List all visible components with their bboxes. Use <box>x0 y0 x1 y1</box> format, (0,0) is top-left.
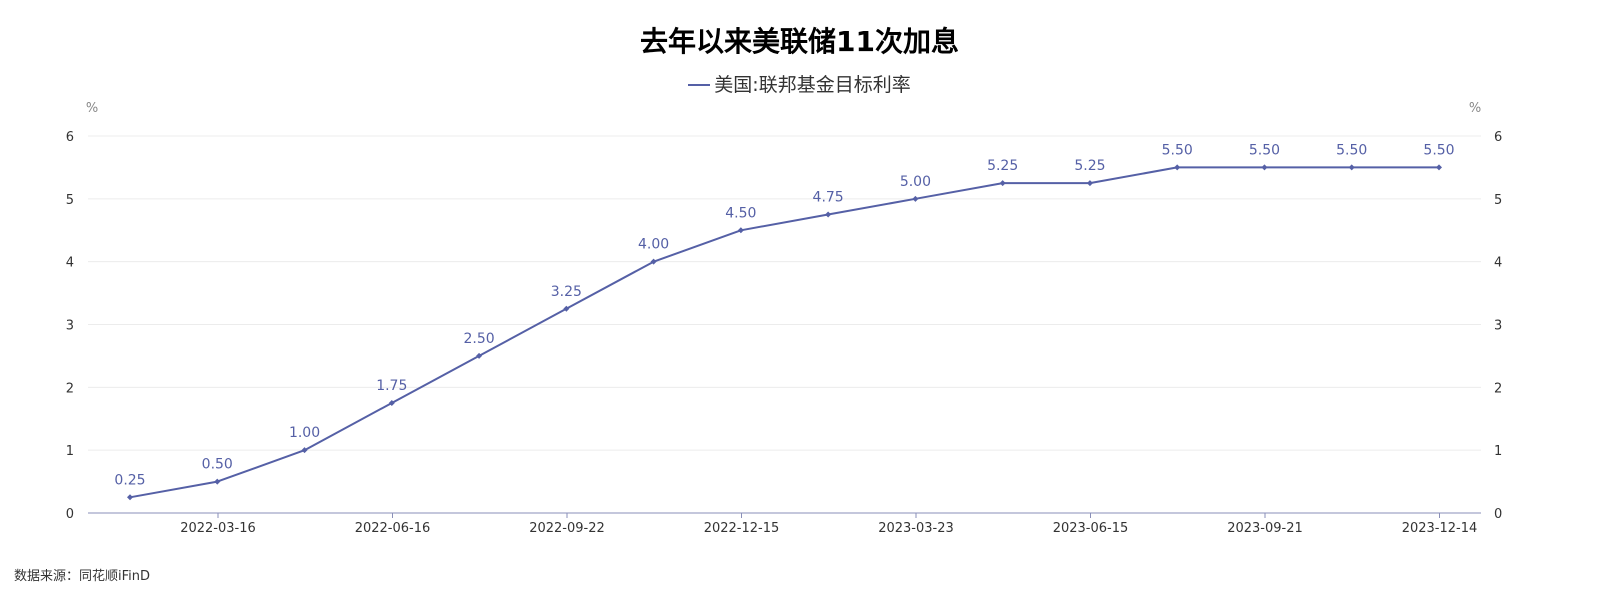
y-unit-right: % <box>1469 101 1481 116</box>
data-point <box>999 180 1006 187</box>
x-tick-label: 2022-06-16 <box>355 521 431 536</box>
data-point <box>388 400 395 407</box>
chart-title: 去年以来美联储11次加息 <box>640 25 959 58</box>
data-label: 0.50 <box>202 457 233 473</box>
data-label: 5.25 <box>987 158 1018 174</box>
y-tick-label-left: 1 <box>66 444 74 459</box>
legend-label: 美国:联邦基金目标利率 <box>714 74 911 96</box>
data-point <box>301 447 308 454</box>
legend: 美国:联邦基金目标利率 <box>0 70 1599 97</box>
legend-swatch <box>688 83 711 86</box>
data-label: 5.25 <box>1074 158 1105 174</box>
data-label: 4.50 <box>725 205 756 221</box>
data-label: 5.50 <box>1162 142 1193 158</box>
x-tick-label: 2023-12-14 <box>1402 521 1478 536</box>
data-label: 2.50 <box>463 331 494 347</box>
data-point <box>737 227 744 234</box>
x-tick-label: 2023-06-15 <box>1053 521 1129 536</box>
y-tick-label-right: 5 <box>1494 193 1502 208</box>
data-label: 5.00 <box>900 174 931 190</box>
x-tick-label: 2023-09-21 <box>1227 521 1303 536</box>
data-point <box>825 211 832 218</box>
data-label: 3.25 <box>551 284 582 300</box>
series-line <box>129 166 1439 499</box>
data-point <box>563 305 570 312</box>
data-label: 5.50 <box>1249 142 1280 158</box>
y-tick-label-left: 2 <box>66 381 74 396</box>
data-point <box>650 258 657 265</box>
y-tick-label-left: 5 <box>66 193 74 208</box>
y-tick-label-left: 6 <box>66 130 74 145</box>
data-point <box>1086 180 1093 187</box>
data-point <box>1174 164 1181 171</box>
y-tick-label-left: 4 <box>66 256 74 271</box>
data-label: 0.25 <box>114 472 145 488</box>
y-tick-label-right: 1 <box>1494 444 1502 459</box>
data-point <box>214 478 221 485</box>
y-tick-label-left: 0 <box>66 507 74 522</box>
data-point <box>476 352 483 359</box>
y-tick-label-right: 2 <box>1494 381 1502 396</box>
data-source-note: 数据来源：同花顺iFinD <box>14 569 151 584</box>
y-tick-label-right: 0 <box>1494 507 1502 522</box>
x-tick-label: 2022-12-15 <box>704 521 780 536</box>
data-point <box>127 494 133 501</box>
y-tick-label-right: 3 <box>1494 319 1502 334</box>
y-tick-label-right: 6 <box>1494 130 1502 145</box>
x-tick-label: 2022-03-16 <box>180 521 256 536</box>
data-point <box>1348 164 1355 171</box>
x-tick-label: 2023-03-23 <box>878 521 954 536</box>
data-label: 4.00 <box>638 237 669 253</box>
y-tick-label-left: 3 <box>66 319 74 334</box>
x-tick-label: 2022-09-22 <box>529 521 605 536</box>
data-label: 4.75 <box>813 190 844 206</box>
data-point <box>1261 164 1268 171</box>
data-label: 1.00 <box>289 425 320 441</box>
data-label: 5.50 <box>1336 142 1367 158</box>
data-label: 1.75 <box>376 378 407 394</box>
y-tick-label-right: 4 <box>1494 256 1502 271</box>
y-unit-left: % <box>86 101 98 116</box>
data-label: 5.50 <box>1423 142 1454 158</box>
data-point <box>912 195 919 202</box>
data-point <box>1436 164 1442 171</box>
